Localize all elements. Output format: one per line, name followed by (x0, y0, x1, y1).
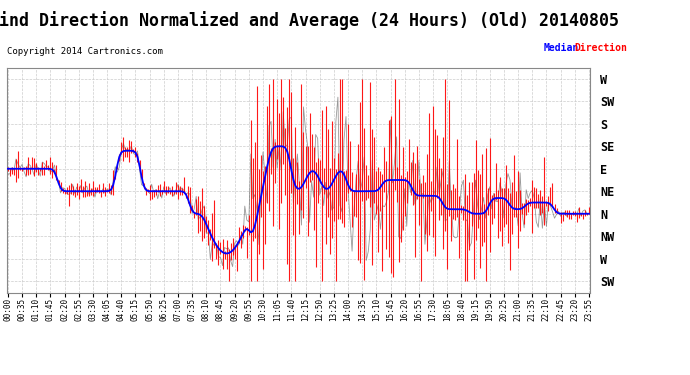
Text: Direction: Direction (574, 43, 627, 53)
Text: Copyright 2014 Cartronics.com: Copyright 2014 Cartronics.com (7, 47, 163, 56)
Text: Wind Direction Normalized and Average (24 Hours) (Old) 20140805: Wind Direction Normalized and Average (2… (0, 11, 619, 30)
Text: Median: Median (544, 43, 580, 53)
